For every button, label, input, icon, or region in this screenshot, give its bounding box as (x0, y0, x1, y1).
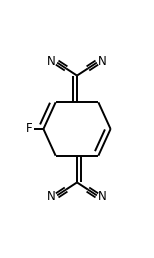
Text: F: F (26, 123, 33, 135)
Text: N: N (98, 55, 107, 68)
Text: N: N (47, 55, 56, 68)
Text: N: N (47, 190, 56, 203)
Text: N: N (98, 190, 107, 203)
